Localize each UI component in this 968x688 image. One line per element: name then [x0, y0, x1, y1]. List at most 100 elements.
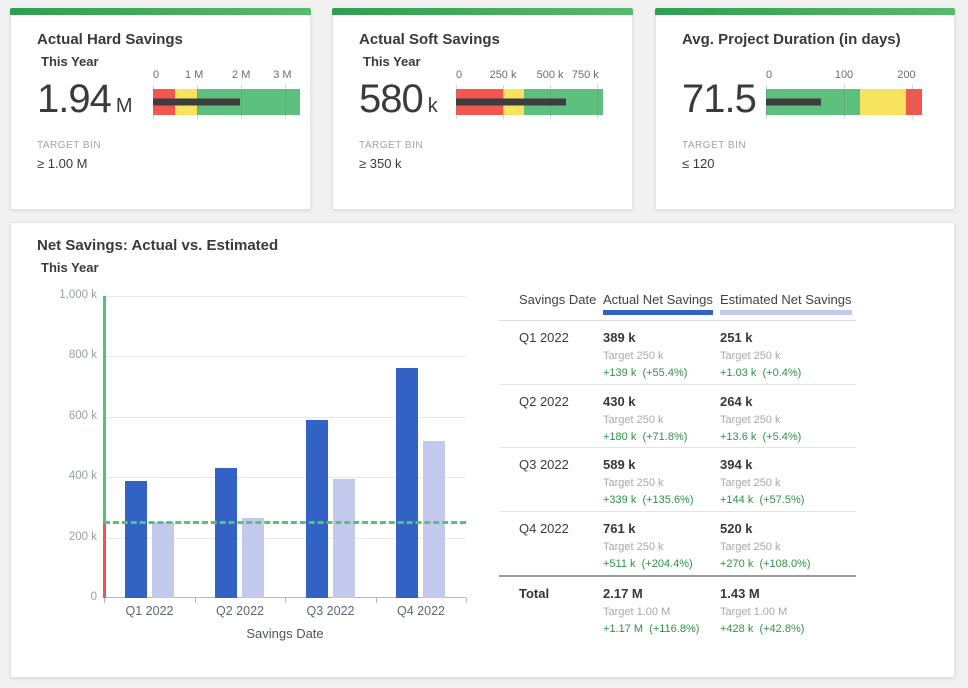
estimated-cell: 264 k Target 250 k +13.6 k (+5.4%) [720, 394, 856, 448]
kpi-number: 1.94 [37, 77, 112, 121]
card-accent-bar [332, 8, 633, 15]
card-subtitle: This Year [363, 54, 421, 69]
bar-group-q3 [285, 296, 376, 598]
y-axis-above-target-green [103, 296, 106, 523]
estimated-cell: 251 k Target 250 k +1.03 k (+0.4%) [720, 330, 856, 384]
target-dashed-line [104, 520, 466, 524]
actual-target: Target 1.00 M [603, 606, 671, 618]
kpi-value: 580 k [359, 77, 438, 121]
bullet-measure-bar [766, 98, 821, 106]
gridline [104, 356, 466, 358]
bullet-measure-bar [456, 98, 567, 106]
estimated-target: Target 250 k [720, 350, 781, 362]
actual-value: 761 k [603, 520, 636, 536]
bullet-tick-label: 3 M [273, 69, 292, 81]
estimated-value: 251 k [720, 330, 753, 345]
bullet-tick-label: 0 [766, 69, 773, 81]
kpi-number: 71.5 [682, 77, 757, 121]
actual-target: Target 250 k [603, 413, 664, 426]
actual-variance: +139 k (+55.4%) [603, 367, 688, 379]
actual-bar-q1[interactable] [124, 480, 147, 598]
bullet-range-yellow [859, 89, 907, 115]
table-header-row: Savings Date Actual Net Savings Estimate… [499, 292, 856, 321]
variance-table: Savings Date Actual Net Savings Estimate… [499, 292, 856, 645]
estimated-variance: +428 k (+42.8%) [720, 623, 805, 635]
estimated-target: Target 250 k [720, 540, 781, 553]
estimated-cell: 1.43 M Target 1.00 M +428 k (+42.8%) [720, 586, 856, 645]
gridline [104, 416, 466, 418]
panel-subtitle: This Year [41, 260, 99, 275]
kpi-number: 580 [359, 77, 424, 121]
estimated-bar-q3[interactable] [332, 479, 355, 598]
kpi-unit: k [427, 95, 438, 117]
table-row-q4: Q4 2022 761 k Target 250 k +511 k (+204.… [499, 512, 856, 576]
header-estimated-net-savings[interactable]: Estimated Net Savings [720, 292, 856, 315]
estimated-cell: 394 k Target 250 k +144 k (+57.5%) [720, 457, 856, 511]
actual-value: 430 k [603, 393, 636, 409]
actual-cell: 389 k Target 250 k +139 k (+55.4%) [603, 330, 720, 384]
estimated-value: 520 k [720, 520, 753, 536]
actual-series-legend-bar [603, 310, 713, 315]
table-row-q1: Q1 2022 389 k Target 250 k +139 k (+55.4… [499, 321, 856, 385]
kpi-value: 71.5 [682, 77, 761, 121]
bullet-band [153, 85, 300, 119]
actual-target: Target 250 k [603, 477, 664, 489]
actual-bar-q2[interactable] [215, 468, 238, 598]
card-subtitle: This Year [41, 54, 99, 69]
kpi-card-actual-soft-savings[interactable]: Actual Soft Savings This Year 580 k 0 250… [332, 8, 633, 210]
actual-variance: +1.17 M (+116.8%) [603, 623, 700, 635]
y-axis-label: 200 k [68, 531, 97, 543]
x-tick [466, 598, 467, 603]
bullet-tick-label: 0 [456, 69, 463, 81]
actual-variance: +180 k (+71.8%) [603, 430, 688, 443]
x-axis-label: Q3 2022 [306, 604, 355, 618]
bullet-tick-line [597, 85, 599, 119]
kpi-card-actual-hard-savings[interactable]: Actual Hard Savings This Year 1.94 M 0 1 … [10, 8, 311, 210]
bullet-axis-labels: 0 250 k 500 k 750 k [456, 69, 603, 83]
estimated-bar-q1[interactable] [151, 522, 174, 598]
table-row-q2: Q2 2022 430 k Target 250 k +180 k (+71.8… [499, 385, 856, 448]
bullet-tick-label: 2 M [232, 69, 251, 81]
target-bin-label: TARGET BIN [37, 140, 102, 151]
estimated-value: 1.43 M [720, 586, 760, 601]
bullet-tick-line [911, 85, 913, 119]
bullet-band [456, 85, 603, 119]
bullet-tick-label: 750 k [571, 69, 599, 81]
estimated-bar-q2[interactable] [242, 518, 265, 598]
panel-title: Net Savings: Actual vs. Estimated [37, 237, 279, 254]
y-axis-label: 800 k [68, 349, 97, 361]
card-title: Actual Hard Savings [37, 31, 183, 48]
x-tick [285, 598, 286, 603]
actual-bar-q4[interactable] [396, 368, 419, 598]
net-savings-panel: Net Savings: Actual vs. Estimated This Y… [10, 222, 955, 678]
y-axis-label: 0 [90, 591, 97, 603]
bullet-chart: 0 100 200 [766, 69, 922, 119]
x-axis-title: Savings Date [246, 626, 324, 641]
bullet-chart: 0 1 M 2 M 3 M [153, 69, 300, 119]
header-actual-net-savings[interactable]: Actual Net Savings [603, 292, 720, 315]
actual-bar-q3[interactable] [305, 420, 328, 598]
x-axis-line [104, 597, 466, 598]
table-row-q3: Q3 2022 589 k Target 250 k +339 k (+135.… [499, 448, 856, 512]
row-date: Q4 2022 [519, 520, 569, 536]
bar-group-q2 [195, 296, 286, 598]
bar-chart-plot-area [103, 296, 467, 603]
kpi-card-avg-project-duration[interactable]: Avg. Project Duration (in days) 71.5 0 10… [655, 8, 955, 210]
bullet-tick-label: 250 k [489, 69, 517, 81]
x-tick [104, 598, 105, 603]
bar-group-q4 [376, 296, 467, 598]
header-savings-date[interactable]: Savings Date [499, 292, 603, 315]
bullet-tick-line [285, 85, 287, 119]
x-tick [194, 598, 196, 603]
actual-variance: +511 k (+204.4%) [603, 557, 693, 570]
bullet-axis-labels: 0 100 200 [766, 69, 922, 83]
estimated-value: 264 k [720, 393, 753, 409]
bullet-band [766, 85, 922, 119]
estimated-bar-q4[interactable] [423, 440, 446, 598]
estimated-variance: +144 k (+57.5%) [720, 494, 805, 506]
bullet-axis-labels: 0 1 M 2 M 3 M [153, 69, 300, 83]
bar-group-q1 [104, 296, 195, 598]
y-axis-below-target-red [103, 522, 106, 598]
kpi-unit: M [115, 95, 133, 117]
estimated-target: Target 1.00 M [720, 606, 788, 618]
